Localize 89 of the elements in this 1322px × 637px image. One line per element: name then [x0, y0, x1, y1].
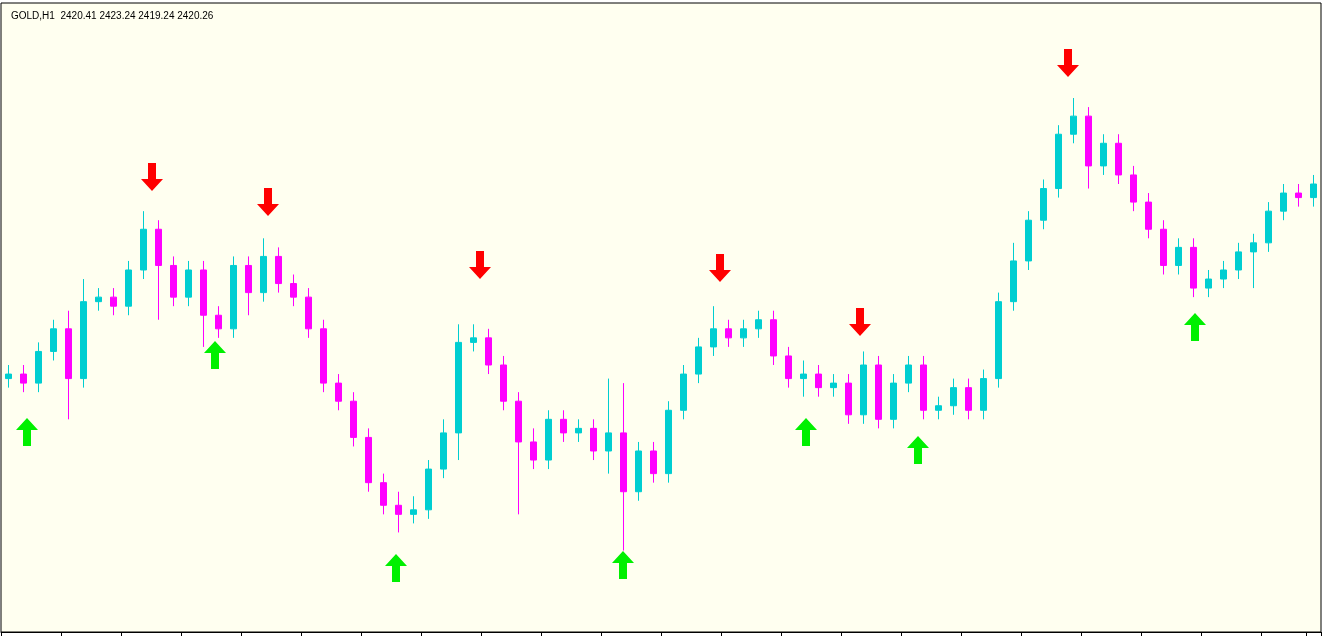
- candlestick: [485, 328, 492, 375]
- candlestick: [5, 364, 12, 389]
- candlestick: [635, 441, 642, 502]
- candlestick: [245, 255, 252, 316]
- candlestick: [50, 319, 57, 361]
- candlestick: [935, 396, 942, 420]
- candlestick: [980, 369, 987, 420]
- candlestick: [95, 287, 102, 312]
- candlestick: [830, 373, 837, 398]
- candlestick: [1235, 242, 1242, 280]
- candlestick: [335, 373, 342, 411]
- candlestick: [1010, 242, 1017, 312]
- candlestick: [1130, 165, 1137, 212]
- candlestick: [590, 418, 597, 461]
- candlestick: [1190, 237, 1197, 298]
- chart-title: GOLD,H1 2420.41 2423.24 2419.24 2420.26: [11, 9, 214, 21]
- candlestick: [815, 364, 822, 398]
- candlestick: [770, 310, 777, 366]
- candlestick: [650, 441, 657, 484]
- candlestick: [1070, 97, 1077, 144]
- candlestick: [695, 337, 702, 384]
- candlestick: [455, 323, 462, 461]
- candlestick: [575, 418, 582, 443]
- candlestick: [155, 219, 162, 321]
- candlestick: [125, 260, 132, 316]
- candlestick: [755, 310, 762, 339]
- candlestick: [425, 459, 432, 520]
- candlestick: [35, 341, 42, 393]
- candlestick: [800, 359, 807, 398]
- candlestick: [920, 355, 927, 420]
- candlestick: [740, 319, 747, 348]
- candlestick: [260, 237, 267, 303]
- candlestick: [1295, 183, 1302, 208]
- candlestick: [305, 287, 312, 339]
- candlestick: [20, 364, 27, 393]
- candlestick: [395, 491, 402, 533]
- candlestick: [530, 427, 537, 470]
- candlestick: [1280, 183, 1287, 221]
- candlestick: [200, 260, 207, 348]
- candlestick: [500, 355, 507, 411]
- candlestick: [290, 274, 297, 307]
- candlestick: [725, 319, 732, 348]
- candlestick: [80, 278, 87, 389]
- candlestick: [560, 409, 567, 443]
- candlestick: [665, 400, 672, 484]
- candlestick: [860, 350, 867, 425]
- candlestick: [380, 473, 387, 515]
- candlestick: [1250, 233, 1257, 289]
- candlestick: [875, 355, 882, 429]
- candlestick: [230, 255, 237, 339]
- candlestick: [1310, 174, 1317, 208]
- candlestick: [1055, 124, 1062, 199]
- candlestick: [1175, 237, 1182, 276]
- candlestick: [620, 382, 627, 552]
- candlestick: [470, 323, 477, 352]
- candlestick: [710, 305, 717, 357]
- candlestick: [1160, 219, 1167, 276]
- candlestick: [65, 310, 72, 420]
- candlestick: [1220, 260, 1227, 289]
- candlestick: [365, 427, 372, 493]
- candlestick: [350, 391, 357, 447]
- candlestick: [680, 364, 687, 420]
- candlestick: [545, 409, 552, 470]
- candlestick: [1205, 269, 1212, 298]
- candlestick: [1040, 178, 1047, 230]
- candlestick: [1100, 133, 1107, 176]
- candlestick: [170, 255, 177, 307]
- candlestick: [275, 246, 282, 294]
- candlestick: [965, 378, 972, 420]
- candlestick: [1115, 133, 1122, 185]
- candlestick: [410, 495, 417, 524]
- candlestick: [1265, 201, 1272, 253]
- candlestick: [995, 292, 1002, 389]
- candlestick: [605, 378, 612, 475]
- candlestick: [110, 287, 117, 316]
- candlestick: [1145, 192, 1152, 239]
- candlestick: [440, 418, 447, 479]
- candlestick: [905, 355, 912, 393]
- candlestick: [515, 391, 522, 515]
- candlestick: [1025, 210, 1032, 271]
- candlestick: [185, 260, 192, 307]
- candlestick: [320, 319, 327, 393]
- candlestick: [845, 373, 852, 425]
- candlestick: [215, 305, 222, 339]
- candlestick: [890, 373, 897, 429]
- candlestick: [1085, 106, 1092, 190]
- candlestick: [950, 378, 957, 416]
- candlestick: [140, 210, 147, 280]
- candlestick: [785, 346, 792, 389]
